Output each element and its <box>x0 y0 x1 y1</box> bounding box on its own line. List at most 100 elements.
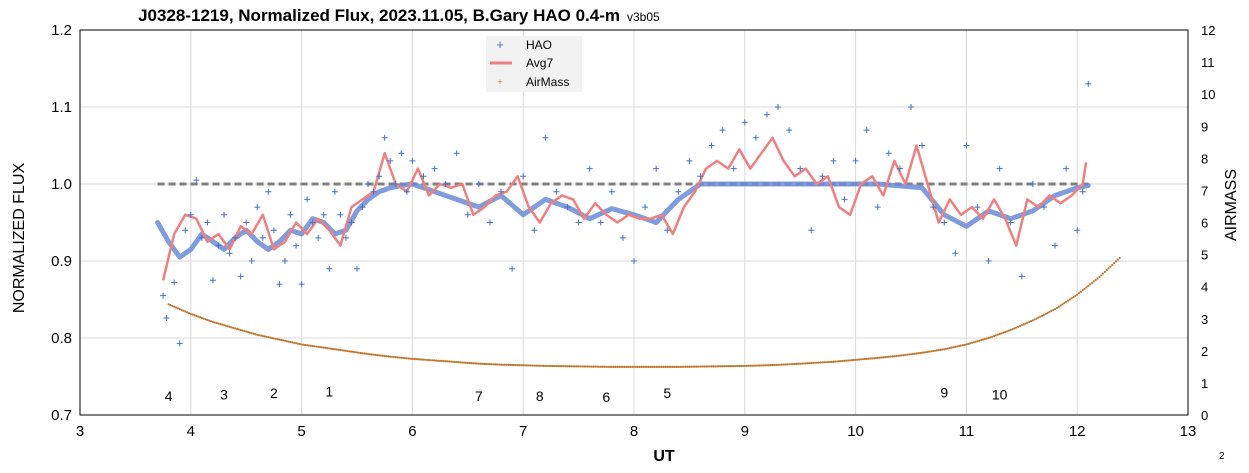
airmass-point <box>270 336 274 340</box>
airmass-point <box>867 357 870 360</box>
airmass-point <box>1022 323 1025 326</box>
airmass-point <box>908 353 911 356</box>
airmass-point <box>477 362 480 365</box>
airmass-point <box>1107 267 1110 270</box>
airmass-point <box>956 345 959 348</box>
airmass-point <box>608 365 612 368</box>
airmass-point <box>583 365 586 368</box>
airmass-point <box>198 316 202 319</box>
airmass-point <box>985 337 988 340</box>
airmass-point <box>799 362 802 365</box>
airmass-point <box>584 365 588 368</box>
airmass-point <box>542 364 545 367</box>
airmass-point <box>378 354 381 357</box>
airmass-point <box>505 363 508 366</box>
x-tick-label: 13 <box>1180 423 1197 440</box>
hao-point <box>198 234 205 241</box>
airmass-point <box>344 349 348 352</box>
hao-point <box>387 157 394 164</box>
airmass-point <box>773 363 776 367</box>
airmass-point <box>754 364 757 367</box>
airmass-point <box>256 333 259 336</box>
airmass-point <box>932 349 935 353</box>
hao-point <box>304 196 311 203</box>
airmass-point <box>640 365 643 368</box>
airmass-point <box>732 364 735 368</box>
airmass-point <box>1046 311 1049 314</box>
airmass-point <box>762 364 765 367</box>
airmass-point <box>954 345 957 348</box>
airmass-point <box>1101 272 1105 275</box>
airmass-point <box>706 365 709 368</box>
airmass-point <box>555 364 558 368</box>
airmass-point <box>941 348 944 351</box>
airmass-point <box>1105 268 1108 272</box>
y-tick-label: 1.2 <box>51 22 72 39</box>
airmass-point <box>1090 281 1094 285</box>
chart-subtitle: v3b05 <box>627 10 660 24</box>
airmass-point <box>660 365 663 368</box>
airmass-point <box>385 355 388 358</box>
airmass-point <box>307 344 311 347</box>
airmass-point <box>527 364 530 367</box>
airmass-point <box>1029 320 1033 323</box>
hao-point <box>664 227 671 234</box>
airmass-point <box>274 337 277 340</box>
hao-point <box>365 181 372 187</box>
annotation-label: 6 <box>602 389 610 405</box>
airmass-point <box>836 360 839 363</box>
airmass-point <box>309 344 312 347</box>
airmass-point <box>994 334 998 337</box>
hao-point <box>930 204 937 211</box>
airmass-point <box>913 352 916 355</box>
airmass-point <box>202 317 205 320</box>
hao-point <box>442 181 449 187</box>
airmass-point <box>402 356 405 360</box>
airmass-point <box>313 345 316 348</box>
airmass-point <box>826 360 830 364</box>
airmass-point <box>368 353 372 356</box>
hao-point <box>326 265 333 272</box>
annotation-label: 2 <box>270 385 278 401</box>
airmass-point <box>427 358 431 362</box>
airmass-point <box>306 344 309 347</box>
airmass-point <box>727 365 730 368</box>
airmass-point <box>248 331 251 334</box>
airmass-point <box>675 365 678 368</box>
corner-label: 2 <box>1219 451 1225 462</box>
hao-point <box>248 258 255 264</box>
airmass-point <box>679 365 682 368</box>
airmass-point <box>638 365 641 368</box>
airmass-point <box>348 350 351 353</box>
hao-point <box>160 292 167 299</box>
airmass-point <box>317 345 320 348</box>
airmass-point <box>285 340 288 343</box>
airmass-point <box>536 364 540 367</box>
airmass-point <box>601 365 604 368</box>
hao-point <box>819 173 826 180</box>
airmass-point <box>695 365 698 368</box>
hao-point <box>797 165 804 172</box>
annotation-label: 7 <box>475 388 483 404</box>
airmass-point <box>571 365 575 368</box>
hao-series <box>160 80 1092 347</box>
airmass-point <box>475 362 479 365</box>
airmass-point <box>437 359 440 362</box>
airmass-point <box>872 357 876 360</box>
airmass-point <box>525 364 528 367</box>
airmass-point <box>568 365 571 368</box>
airmass-point <box>900 354 903 357</box>
airmass-point <box>788 363 791 366</box>
hao-point <box>226 250 233 257</box>
y2-tick-label: 2 <box>1201 344 1208 359</box>
airmass-point <box>186 311 189 314</box>
airmass-point <box>887 355 890 358</box>
hao-point <box>337 211 344 218</box>
airmass-point <box>1089 283 1092 286</box>
avg7-line <box>161 136 1088 281</box>
airmass-point <box>597 365 601 368</box>
airmass-point <box>304 343 307 347</box>
hao-point <box>908 104 914 110</box>
airmass-point <box>775 363 778 366</box>
airmass-point <box>764 364 767 367</box>
